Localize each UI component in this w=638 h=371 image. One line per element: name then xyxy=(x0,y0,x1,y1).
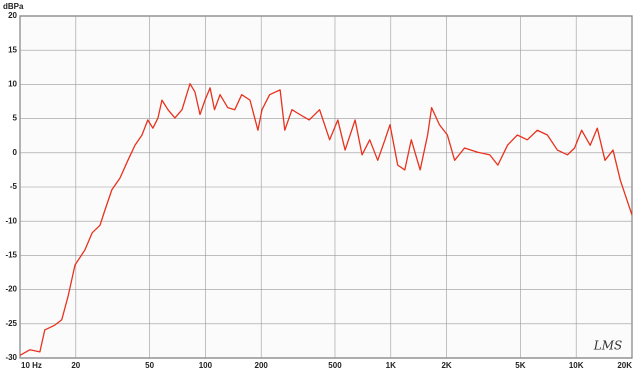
y-tick-label: -5 xyxy=(10,182,18,191)
x-tick-label: 10 Hz xyxy=(21,361,42,370)
x-tick-label: 2K xyxy=(441,361,451,370)
y-tick-label: 10 xyxy=(8,80,17,89)
y-tick-label: 0 xyxy=(13,148,18,157)
y-tick-label: -25 xyxy=(5,319,17,328)
y-tick-label: 5 xyxy=(13,114,18,123)
y-tick-label: 15 xyxy=(8,45,17,54)
x-tick-label: 5K xyxy=(515,361,525,370)
x-tick-label: 1K xyxy=(386,361,396,370)
y-tick-label: 20 xyxy=(8,11,17,20)
x-tick-label: 20 xyxy=(71,361,80,370)
y-tick-label: -15 xyxy=(5,251,17,260)
x-tick-label: 20K xyxy=(617,361,632,370)
x-tick-label: 500 xyxy=(328,361,342,370)
y-tick-label: -10 xyxy=(5,216,17,225)
x-tick-label: 200 xyxy=(255,361,269,370)
y-tick-label: -30 xyxy=(5,353,17,362)
y-axis-label: dBPa xyxy=(3,2,24,11)
y-tick-label: -20 xyxy=(5,285,17,294)
x-tick-label: 50 xyxy=(145,361,154,370)
x-tick-label: 10K xyxy=(569,361,584,370)
watermark: LMS xyxy=(593,339,622,353)
x-tick-label: 100 xyxy=(199,361,213,370)
response-line xyxy=(19,83,633,356)
